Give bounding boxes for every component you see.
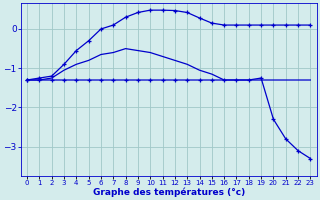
X-axis label: Graphe des températures (°c): Graphe des températures (°c) bbox=[92, 187, 245, 197]
